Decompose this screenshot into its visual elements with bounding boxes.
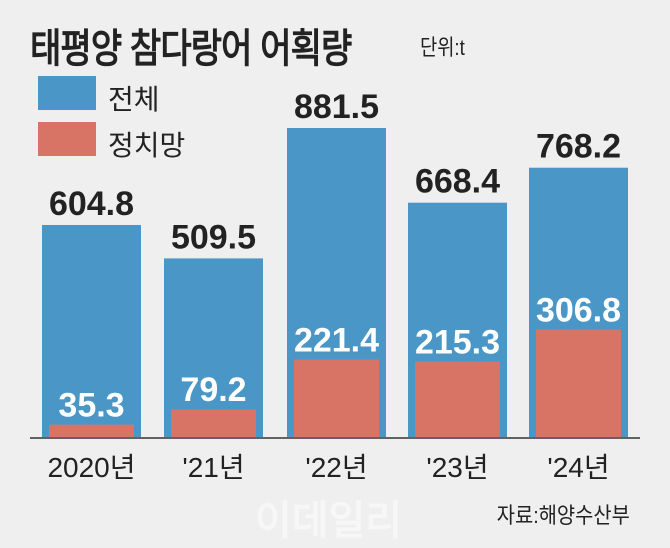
bar-total (164, 258, 263, 437)
legend-swatch-total (38, 76, 96, 110)
legend-label-setnet: 정치망 (108, 130, 186, 161)
chart-title: 태평양 참다랑어 어획량 (30, 27, 352, 71)
data-label-setnet: 306.8 (536, 291, 621, 329)
watermark: 이데일리 (255, 499, 403, 543)
data-label-setnet: 221.4 (294, 321, 379, 359)
bar-setnet (171, 409, 256, 437)
unit-label: 단위:t (420, 35, 465, 60)
bar-setnet (294, 359, 379, 437)
bar-setnet (536, 329, 621, 437)
bar-total (42, 224, 141, 437)
source-label: 자료:해양수산부 (496, 503, 630, 528)
data-label-total: 509.5 (171, 218, 256, 256)
data-label-total: 604.8 (49, 185, 134, 223)
x-tick-label: 2020년 (47, 452, 135, 483)
x-tick-label: '24년 (547, 452, 609, 483)
data-label-setnet: 79.2 (180, 371, 246, 409)
bar-setnet (49, 424, 134, 437)
legend-label-total: 전체 (108, 84, 160, 115)
x-tick-label: '21년 (182, 452, 244, 483)
x-tick-label: '23년 (426, 452, 488, 483)
data-label-setnet: 35.3 (58, 387, 124, 425)
legend-swatch-setnet (38, 122, 96, 156)
data-label-total: 768.2 (536, 128, 621, 166)
data-label-setnet: 215.3 (415, 324, 500, 362)
bar-setnet (415, 361, 500, 437)
data-label-total: 881.5 (294, 88, 379, 126)
data-label-total: 668.4 (415, 163, 500, 201)
x-tick-label: '22년 (305, 452, 367, 483)
